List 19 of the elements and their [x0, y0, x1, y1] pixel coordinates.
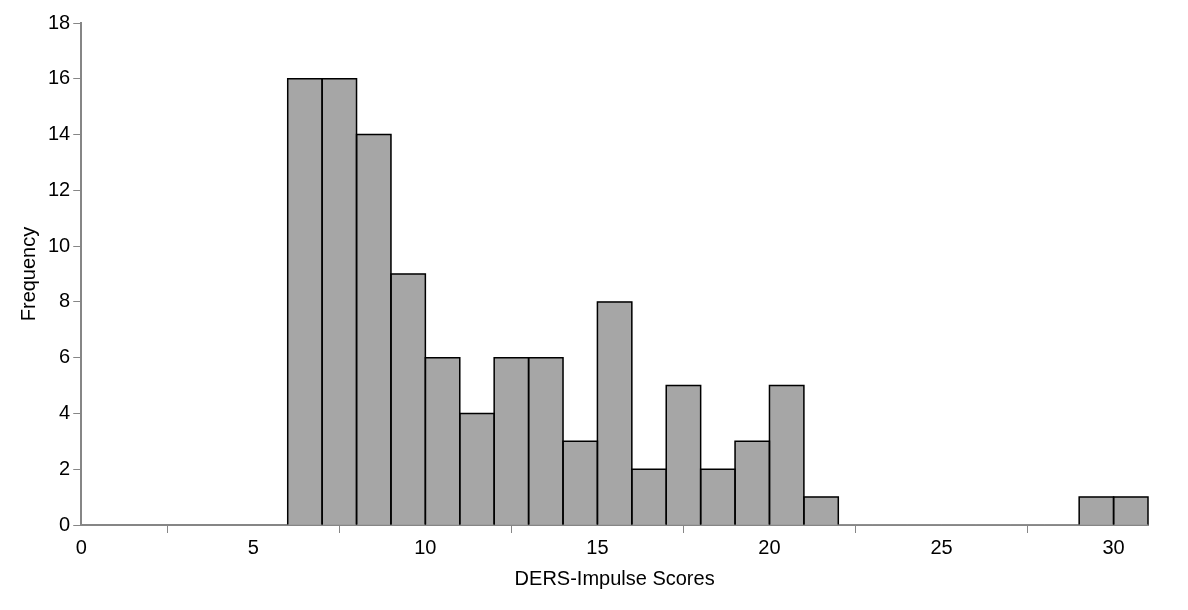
x-tick-label: 15: [586, 535, 609, 558]
y-tick-label: 16: [48, 66, 71, 89]
y-tick-label: 4: [59, 400, 71, 423]
y-tick-label: 12: [48, 177, 71, 200]
x-tick-label: 20: [758, 535, 781, 558]
x-tick-label: 5: [247, 535, 259, 558]
x-tick-label: 10: [414, 535, 437, 558]
y-tick-label: 18: [48, 10, 71, 33]
y-tick-label: 0: [59, 512, 71, 535]
x-tick-label: 0: [75, 535, 87, 558]
x-axis-title: DERS-Impulse Scores: [514, 566, 715, 589]
x-tick-label: 30: [1102, 535, 1125, 558]
y-tick-label: 8: [59, 289, 71, 312]
y-tick-label: 14: [48, 122, 71, 145]
y-axis-title: Frequency: [16, 226, 39, 322]
y-tick-label: 6: [59, 345, 71, 368]
x-tick-label: 25: [930, 535, 953, 558]
y-tick-label: 2: [59, 456, 71, 479]
y-tick-label: 10: [48, 233, 71, 256]
